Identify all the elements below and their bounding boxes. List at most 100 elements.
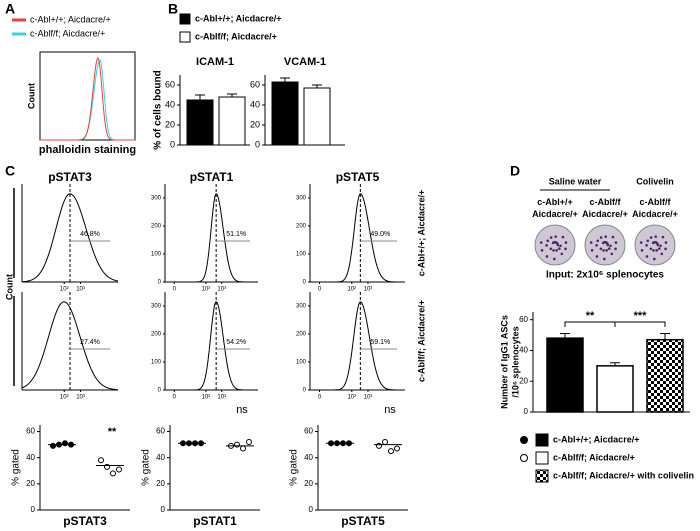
spot <box>653 257 656 261</box>
histogram-curve <box>310 301 405 391</box>
legend-swatch <box>535 469 549 483</box>
spot <box>611 235 615 239</box>
label: phalloidin staining <box>39 144 136 156</box>
label: Count <box>26 83 36 109</box>
label: Count <box>4 274 14 300</box>
y-tick-label: 60 <box>26 427 35 436</box>
label: pSTAT1 <box>190 170 234 184</box>
spot <box>595 255 599 258</box>
gate-label: 46.8% <box>80 231 100 238</box>
data-point <box>388 448 394 455</box>
y-tick-label: 20 <box>250 119 260 129</box>
y-tick-label: 40 <box>156 453 165 462</box>
label: Input: 2x10⁶ splenocytes <box>546 270 664 281</box>
label: /10⁶ splenocytes <box>510 326 520 397</box>
significance: ns <box>236 404 248 416</box>
x-tick-label: 10² <box>202 287 211 293</box>
legend-label: c-Abl+/+; Aicdacre/+ <box>553 434 639 444</box>
y-tick-label: 200 <box>151 224 162 230</box>
data-point <box>116 466 122 473</box>
spot <box>655 249 658 252</box>
y-tick-label: 0 <box>303 280 307 286</box>
label: % gated <box>141 449 152 486</box>
y-tick-label: 0 <box>161 505 166 514</box>
histogram-curve <box>165 301 258 391</box>
label: Colivelin <box>636 176 674 186</box>
panel-label: B <box>168 1 178 17</box>
spot <box>564 241 568 244</box>
gate-label: 51.1% <box>226 231 246 238</box>
y-tick-label: 20 <box>26 479 35 488</box>
y-tick-label: 0 <box>170 139 175 149</box>
spot <box>595 244 598 247</box>
y-tick-label: 300 <box>151 196 162 202</box>
spot <box>555 249 558 252</box>
panel-label: C <box>5 163 15 179</box>
spot <box>551 241 555 245</box>
y-tick-label: 40 <box>165 99 175 109</box>
label: pSTAT3 <box>48 170 92 184</box>
legend-swatch <box>535 451 549 465</box>
spot <box>545 255 549 258</box>
y-tick-label: 100 <box>296 252 307 258</box>
y-tick-label: 20 <box>165 119 175 129</box>
x-tick-label: 10³ <box>76 395 85 401</box>
y-tick-label: 100 <box>151 360 162 366</box>
spot <box>546 239 550 243</box>
x-tick-label: 0 <box>318 395 322 401</box>
panel-label: A <box>5 1 15 17</box>
y-tick-label: 300 <box>151 304 162 310</box>
plot-frame <box>39 51 136 141</box>
x-tick-label: 10³ <box>217 395 226 401</box>
spot <box>651 241 655 245</box>
label: Saline water <box>549 176 602 186</box>
data-point <box>382 439 388 445</box>
spot <box>599 247 603 251</box>
spot <box>552 249 555 252</box>
spot <box>539 241 543 244</box>
legend-label: c-Abl+/+; Aicdacre/+ <box>30 14 111 24</box>
y-tick-label: 60 <box>165 79 175 89</box>
label: % gated <box>289 449 300 486</box>
x-tick-label: 10² <box>347 395 356 401</box>
data-point <box>98 457 104 464</box>
legend-label: c-Abl+/+; Aicdacre/+ <box>195 13 281 23</box>
y-tick-label: 20 <box>519 376 528 385</box>
spot <box>557 247 561 250</box>
spot <box>560 252 564 256</box>
label: % gated <box>11 449 22 486</box>
bar <box>303 87 331 146</box>
data-point <box>240 445 246 452</box>
legend-label: c-Ablf/f; Aicdacre/+ <box>553 452 635 462</box>
spot <box>599 236 603 239</box>
x-tick-label: 10² <box>347 287 356 293</box>
spot <box>639 241 643 244</box>
label: pSTAT1 <box>193 514 237 528</box>
y-tick-label: 40 <box>304 453 313 462</box>
x-tick-label: 0 <box>173 395 177 401</box>
spot <box>649 247 653 251</box>
spot <box>605 249 608 252</box>
histogram-curve <box>21 193 119 283</box>
bar <box>271 81 299 146</box>
spot <box>549 236 553 239</box>
y-tick-label: 0 <box>31 505 36 514</box>
histogram-curve <box>40 56 135 141</box>
spot <box>590 249 594 252</box>
spot <box>664 241 668 244</box>
label: c-Abl+/+; Aicdacre/+ <box>416 190 426 276</box>
spot <box>559 244 562 248</box>
y-tick-label: 200 <box>296 332 307 338</box>
y-tick-label: 60 <box>250 79 260 89</box>
significance-bracket <box>614 321 666 327</box>
y-tick-label: 100 <box>151 252 162 258</box>
histogram-curve <box>310 193 405 283</box>
y-tick-label: 60 <box>519 315 528 324</box>
spot <box>604 235 608 238</box>
data-point <box>246 439 252 445</box>
spot <box>652 249 655 252</box>
spot <box>603 257 606 261</box>
data-point <box>110 470 116 477</box>
spot <box>607 247 611 250</box>
x-tick-label: 10² <box>202 395 211 401</box>
